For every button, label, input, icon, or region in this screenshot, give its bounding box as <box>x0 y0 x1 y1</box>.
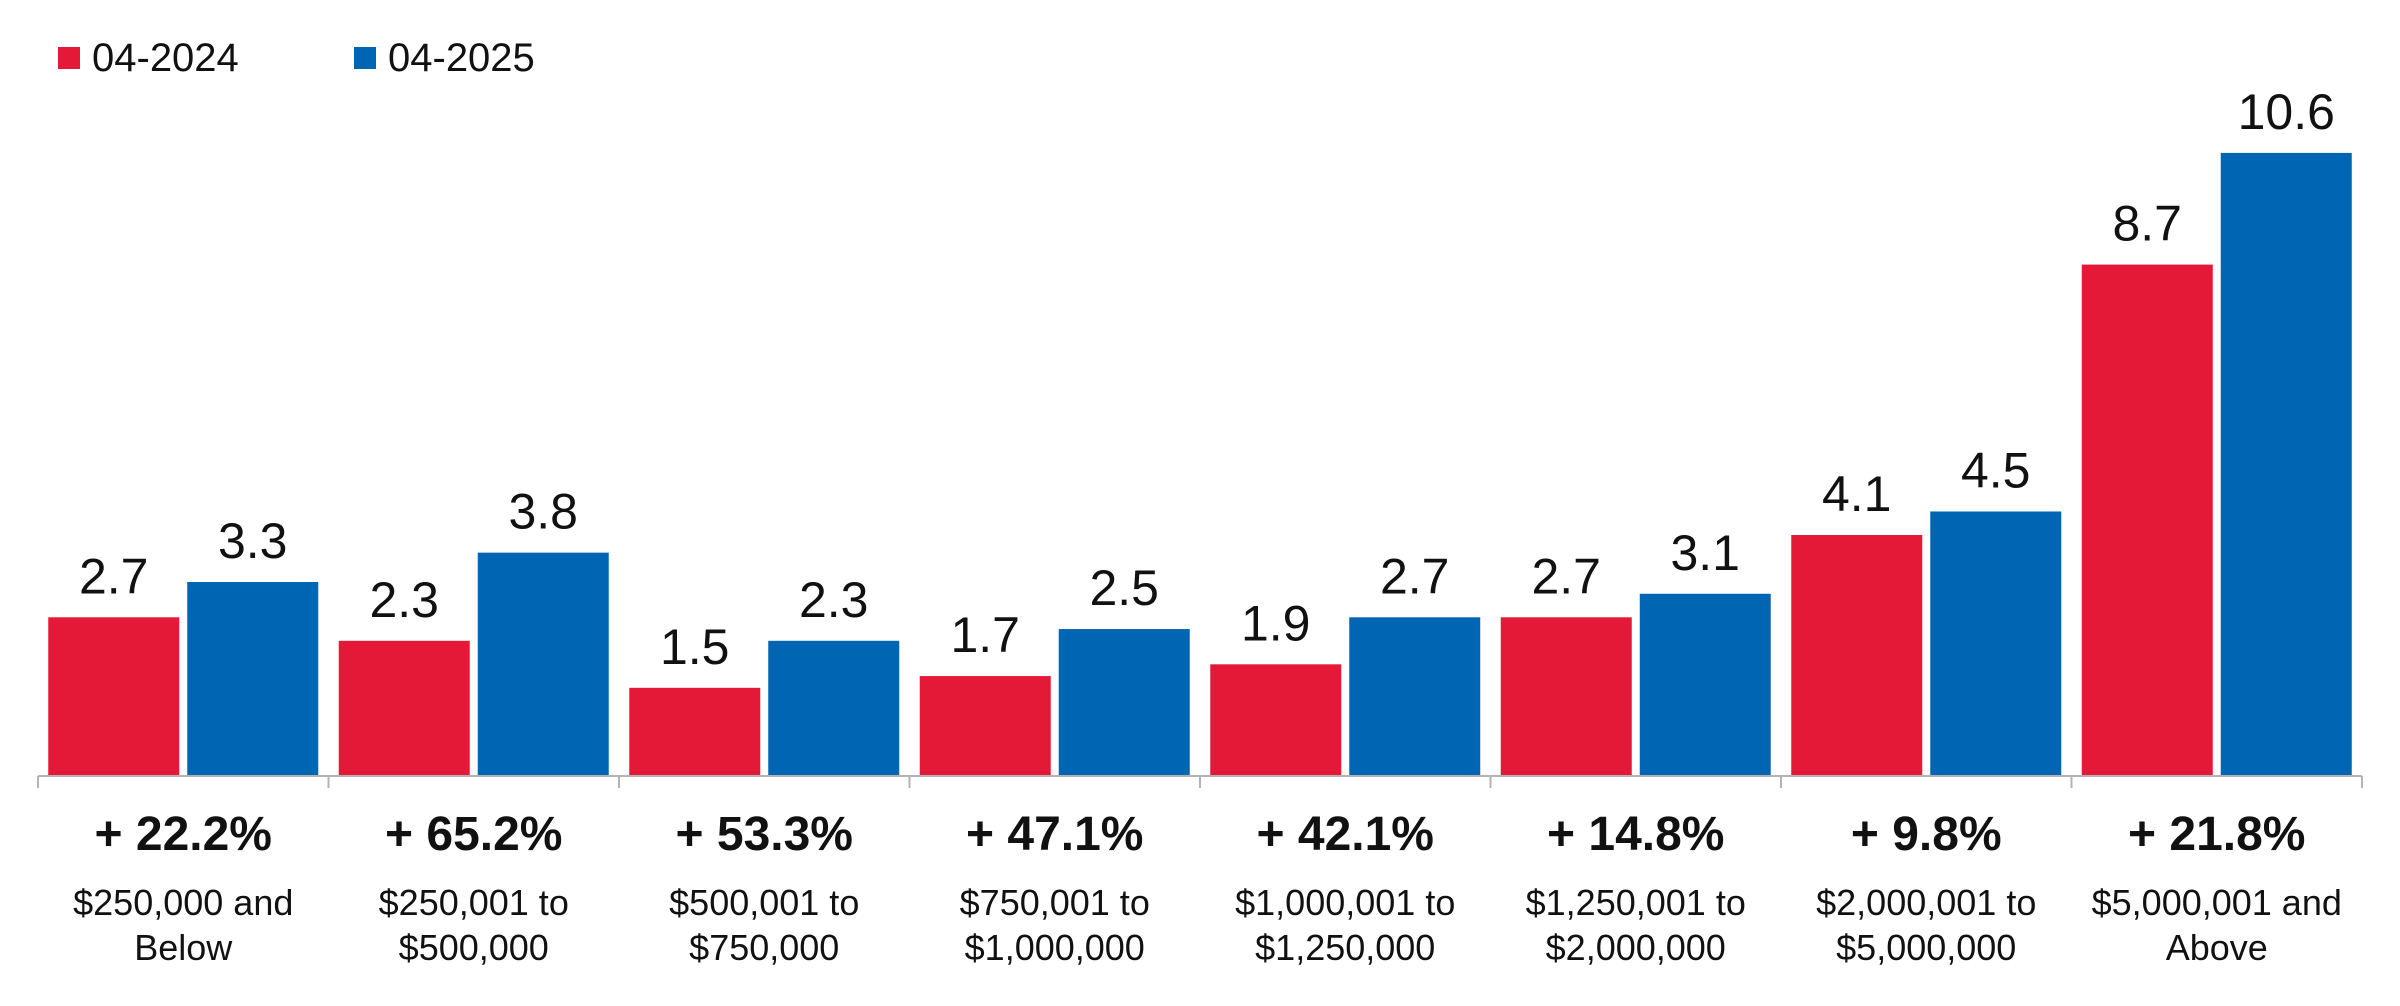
value-label-04-2025-0: 3.3 <box>218 513 288 569</box>
bar-04-2024-5 <box>1500 617 1632 776</box>
value-label-04-2024-3: 1.7 <box>950 607 1020 663</box>
category-label-3-line-0: $750,001 to <box>960 882 1150 923</box>
category-label-7-line-0: $5,000,001 and <box>2092 882 2342 923</box>
bar-04-2024-0 <box>48 617 180 776</box>
bar-04-2025-2 <box>768 640 900 776</box>
legend: 04-2024 04-2025 <box>58 36 535 80</box>
value-label-04-2025-5: 3.1 <box>1670 525 1740 581</box>
value-label-04-2024-4: 1.9 <box>1241 595 1311 651</box>
value-label-04-2024-6: 4.1 <box>1822 466 1892 522</box>
bars-group <box>48 152 2352 776</box>
bar-04-2025-4 <box>1349 617 1481 776</box>
change-label-2: + 53.3% <box>676 808 853 861</box>
bar-04-2025-3 <box>1058 629 1190 776</box>
category-label-2-line-1: $750,000 <box>689 927 839 968</box>
change-label-7: + 21.8% <box>2128 808 2305 861</box>
value-label-04-2025-6: 4.5 <box>1961 442 2031 498</box>
change-label-3: + 47.1% <box>966 808 1143 861</box>
category-label-7-line-1: Above <box>2166 927 2268 968</box>
legend-swatch-04-2024 <box>58 47 80 69</box>
category-label-4-line-0: $1,000,001 to <box>1235 882 1455 923</box>
category-label-3-line-1: $1,000,000 <box>965 927 1145 968</box>
bar-04-2025-7 <box>2220 152 2352 776</box>
value-label-04-2024-7: 8.7 <box>2112 196 2182 252</box>
category-label-1-line-1: $500,000 <box>399 927 549 968</box>
bar-04-2024-2 <box>629 687 761 776</box>
legend-label-04-2025: 04-2025 <box>388 36 535 80</box>
bar-04-2024-4 <box>1210 664 1342 776</box>
value-label-04-2025-7: 10.6 <box>2238 84 2335 140</box>
bar-04-2024-7 <box>2081 264 2213 776</box>
change-label-4: + 42.1% <box>1257 808 1434 861</box>
change-label-0: + 22.2% <box>95 808 272 861</box>
bar-04-2025-1 <box>477 552 609 776</box>
category-label-2-line-0: $500,001 to <box>669 882 859 923</box>
category-label-6-line-1: $5,000,000 <box>1836 927 2016 968</box>
bar-04-2025-6 <box>1930 511 2062 776</box>
bar-04-2025-0 <box>187 582 319 776</box>
change-label-1: + 65.2% <box>385 808 562 861</box>
bar-04-2024-6 <box>1791 534 1923 776</box>
value-label-04-2024-1: 2.3 <box>369 572 439 628</box>
value-label-04-2025-2: 2.3 <box>799 572 869 628</box>
category-label-5-line-0: $1,250,001 to <box>1526 882 1746 923</box>
x-axis <box>37 775 2363 788</box>
value-label-04-2024-5: 2.7 <box>1531 548 1601 604</box>
category-label-5-line-1: $2,000,000 <box>1546 927 1726 968</box>
legend-label-04-2024: 04-2024 <box>92 36 239 80</box>
bar-04-2024-3 <box>919 676 1051 776</box>
category-label-0-line-0: $250,000 and <box>73 882 293 923</box>
legend-swatch-04-2025 <box>354 47 376 69</box>
category-label-6-line-0: $2,000,001 to <box>1816 882 2036 923</box>
change-label-6: + 9.8% <box>1851 808 2002 861</box>
value-label-04-2025-4: 2.7 <box>1380 548 1450 604</box>
value-label-04-2024-2: 1.5 <box>660 619 730 675</box>
category-label-4-line-1: $1,250,000 <box>1255 927 1435 968</box>
category-label-0-line-1: Below <box>134 927 233 968</box>
value-label-04-2025-1: 3.8 <box>508 484 578 540</box>
category-label-1-line-0: $250,001 to <box>379 882 569 923</box>
value-labels-group: 2.7 3.3 2.3 3.8 1.5 2.3 1.7 2.5 1.9 2.7 2.7 3.1 4.1 4… <box>79 84 2335 675</box>
change-label-5: + 14.8% <box>1547 808 1724 861</box>
value-label-04-2024-0: 2.7 <box>79 548 149 604</box>
bar-04-2024-1 <box>338 640 470 776</box>
value-label-04-2025-3: 2.5 <box>1089 560 1159 616</box>
bar-04-2025-5 <box>1639 593 1771 776</box>
change-labels-group: + 22.2% + 65.2% + 53.3% + 47.1% + 42.1% + 14.… <box>95 808 2306 861</box>
